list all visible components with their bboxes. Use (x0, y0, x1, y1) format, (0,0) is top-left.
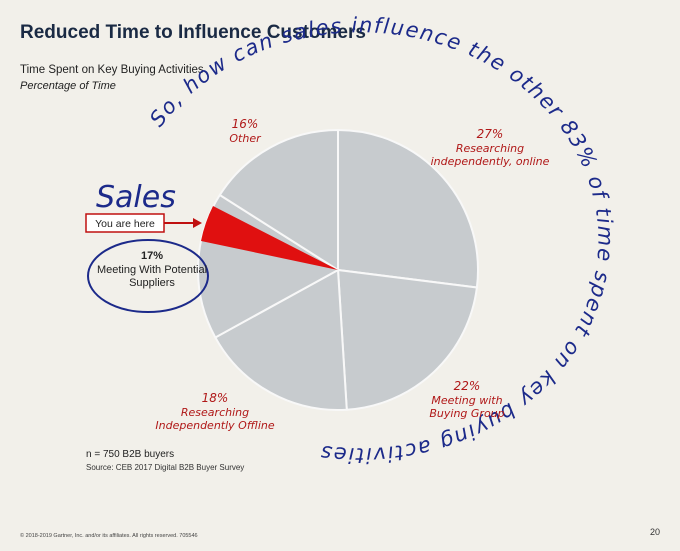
note: n = 750 B2B buyers (86, 449, 174, 460)
category-label: Meeting With Potential Suppliers (96, 264, 208, 289)
value-label: 22% (453, 379, 481, 393)
chart-title: Reduced Time to Influence Customers (20, 22, 366, 43)
callout: You are here (95, 218, 155, 230)
subtitle: Time Spent on Key Buying Activities (20, 64, 204, 76)
category-label: Meeting with Buying Group (429, 394, 505, 420)
page-number: 20 (650, 527, 660, 537)
callout-arrowhead (193, 218, 202, 228)
pie-slice (213, 268, 348, 411)
value-label: 18% (201, 391, 229, 405)
value-label: 27% (476, 127, 504, 141)
category-label: Other (229, 132, 261, 145)
pie-slice (336, 268, 479, 411)
subtitle-2: Percentage of Time (20, 80, 116, 92)
handwritten-sales: Sales (96, 180, 176, 215)
highlight-wedge (201, 206, 338, 270)
value-label: 17% (140, 250, 164, 262)
hand-circle (87, 239, 209, 313)
source: Source: CEB 2017 Digital B2B Buyer Surve… (86, 463, 244, 472)
pie-slice (218, 128, 339, 272)
category-label: Researching independently, online (430, 142, 550, 168)
footer: © 2018-2019 Gartner, Inc. and/or its aff… (20, 532, 198, 539)
value-label: 16% (231, 117, 259, 131)
category-label: Researching Independently Offline (155, 406, 275, 432)
pie-slice (337, 128, 479, 289)
